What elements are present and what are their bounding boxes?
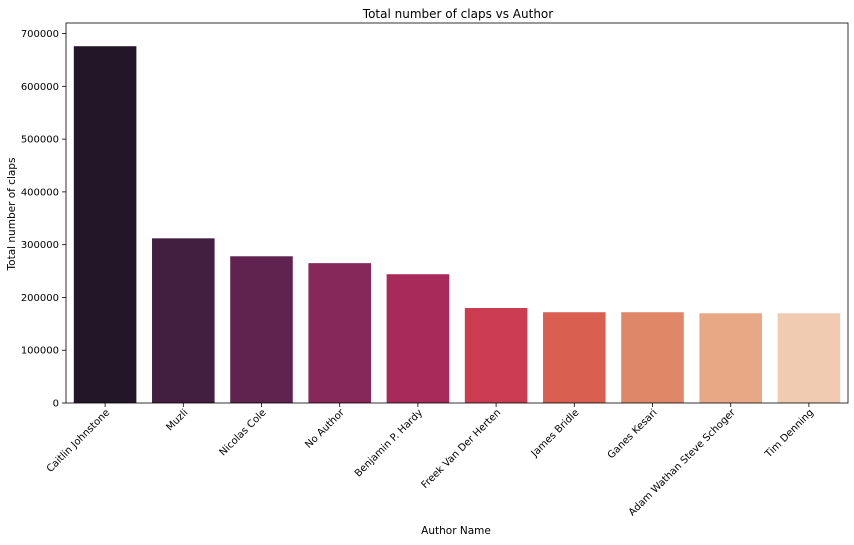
- bar: [152, 238, 215, 403]
- bar: [543, 312, 606, 403]
- bar: [73, 46, 137, 403]
- y-tick-label: 300000: [21, 240, 59, 251]
- x-tick-label: Tim Denning: [763, 407, 816, 460]
- bar: [621, 312, 684, 403]
- y-axis-ticks: 0 100000 200000 300000 400000 500000 600000 700…: [21, 29, 66, 410]
- bar: [699, 313, 762, 403]
- x-axis-ticks: Caitlin Johnstone Muzli Nicolas Cole No Aut…: [45, 403, 816, 518]
- y-tick-label: 500000: [21, 135, 59, 146]
- x-tick-label: Ganes Kesari: [606, 407, 660, 461]
- y-axis-label: Total number of claps: [6, 158, 18, 272]
- bars-group: [73, 46, 841, 403]
- x-axis-label: Author Name: [421, 525, 491, 537]
- bar: [230, 256, 293, 403]
- y-tick-label: 100000: [21, 346, 59, 357]
- x-tick-label: No Author: [303, 407, 347, 451]
- bar: [464, 308, 528, 403]
- x-tick-label: Benjamin P. Hardy: [353, 407, 425, 479]
- bar: [386, 274, 450, 403]
- y-tick-label: 700000: [21, 29, 59, 40]
- x-tick-label: Freek Van Der Herten: [420, 407, 504, 491]
- chart-title: Total number of claps vs Author: [362, 7, 553, 21]
- y-tick-label: 200000: [21, 293, 59, 304]
- y-tick-label: 600000: [21, 82, 59, 93]
- y-tick-label: 400000: [21, 187, 59, 198]
- bar: [308, 263, 371, 403]
- y-tick-label: 0: [53, 399, 59, 410]
- x-tick-label: Caitlin Johnstone: [45, 407, 112, 474]
- plot-frame: [65, 22, 849, 404]
- x-tick-label: James Bridle: [529, 407, 582, 460]
- x-tick-label: Nicolas Cole: [218, 407, 269, 458]
- bar: [777, 313, 841, 403]
- x-tick-label: Muzli: [164, 407, 190, 433]
